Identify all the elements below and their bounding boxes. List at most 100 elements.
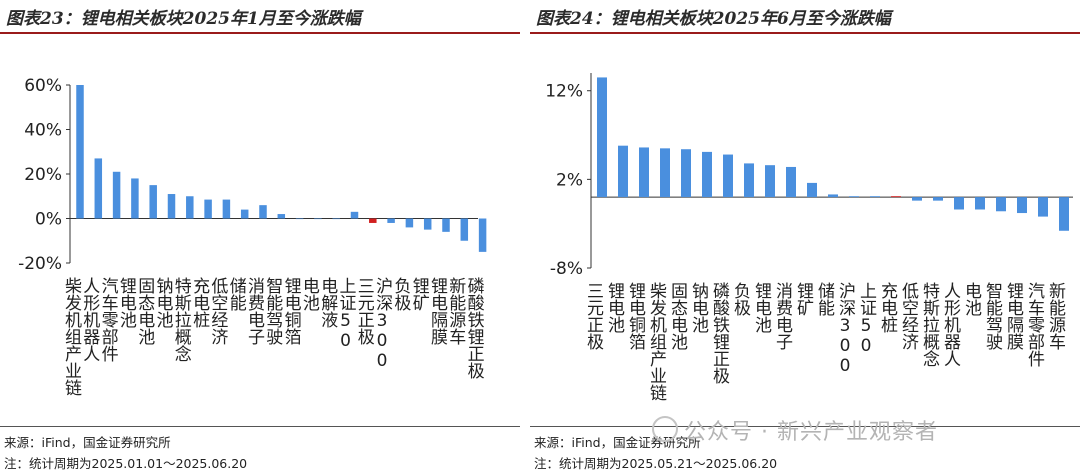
y-tick-label: 0% (35, 210, 62, 230)
category-label: 锂电池 (604, 282, 625, 333)
bar (702, 151, 712, 198)
left-source: 来源：iFind，国金证券研究所 (4, 435, 171, 450)
bar (442, 218, 450, 232)
bar (222, 199, 231, 219)
y-tick-label: 20% (24, 165, 62, 185)
left-note: 注：统计周期为2025.01.01～2025.06.20 (4, 456, 248, 471)
bar (639, 147, 649, 198)
y-tick-label: -20% (18, 254, 62, 274)
category-label: 锂电隔膜 (1003, 282, 1024, 351)
bar (597, 77, 607, 198)
bar (295, 218, 304, 220)
bar (1059, 197, 1069, 231)
bar (765, 165, 775, 198)
bar (870, 196, 880, 198)
category-label: 锂电铜箔 (281, 277, 302, 345)
bar (618, 145, 628, 198)
bar (405, 218, 414, 228)
bar (149, 185, 157, 219)
category-label: 电池 (299, 277, 320, 311)
y-tick-label: 60% (24, 76, 62, 96)
category-label: 上证50 (336, 277, 357, 351)
category-label: 磷酸铁锂正极 (464, 277, 485, 379)
y-tick-label: 2% (556, 170, 583, 190)
y-tick-label: 40% (24, 121, 62, 141)
bar (76, 85, 84, 219)
bar (131, 178, 139, 219)
watermark: 公众号 · 新兴产业观察者 (652, 414, 938, 446)
bar (186, 196, 194, 219)
category-label: 人形机器人 (940, 282, 961, 367)
category-label: 锂电池 (116, 277, 137, 328)
bar (240, 209, 249, 219)
left-footer-rule (0, 426, 520, 427)
category-label: 三元正极 (583, 282, 604, 350)
category-label: 智能驾驶 (982, 282, 1003, 351)
category-label: 储能 (814, 282, 835, 317)
bar (204, 199, 212, 219)
bar (478, 218, 487, 252)
category-label: 负极 (730, 282, 751, 316)
left-title: 图表23：锂电相关板块2025年1月至今涨跌幅 (6, 9, 361, 29)
category-label: 负极 (390, 277, 411, 311)
left-bar-chart: 60% 40% 20% 0% -20% 柴发机组产业链人形机器人汽车零部件锂电池固态电池钠… (18, 76, 487, 396)
category-label: 锂电隔膜 (427, 277, 448, 346)
bar (94, 158, 103, 219)
watermark-text: 公众号 · 新兴产业观察者 (684, 420, 938, 445)
bar (744, 163, 754, 198)
category-label: 充电桩 (189, 277, 210, 328)
bar (828, 194, 838, 198)
category-label: 汽车零部件 (1024, 282, 1045, 367)
category-label: 柴发机组产业链 (61, 277, 82, 396)
category-label: 沪深300 (372, 277, 393, 371)
category-label: 汽车零部件 (98, 277, 119, 362)
category-label: 锂电池 (751, 282, 772, 333)
bar (1017, 197, 1027, 214)
category-label: 电解液 (317, 277, 338, 328)
category-label: 上证50 (856, 282, 877, 356)
wechat-logo-icon (652, 416, 678, 442)
bar (933, 197, 943, 201)
category-label: 特斯拉概念 (919, 282, 940, 367)
bar (423, 218, 432, 230)
bar (167, 194, 176, 219)
bar (786, 166, 796, 198)
category-label: 储能 (226, 277, 247, 312)
category-label: 磷酸铁锂正极 (709, 282, 730, 384)
category-label: 新能源车 (1045, 282, 1066, 350)
right-note: 注：统计周期为2025.05.21～2025.06.20 (534, 456, 778, 471)
bar (660, 148, 670, 198)
bar (954, 197, 964, 210)
category-label: 新能源车 (445, 277, 466, 345)
category-label: 特斯拉概念 (171, 277, 192, 362)
bar (277, 214, 286, 219)
y-tick-label: -8% (550, 259, 583, 279)
bar (369, 218, 377, 223)
left-title-rule (0, 32, 520, 34)
bar (681, 149, 691, 198)
category-label: 钠电池 (688, 282, 709, 333)
category-label: 钠电池 (153, 277, 174, 328)
right-title: 图表24：锂电相关板块2025年6月至今涨跌幅 (536, 9, 891, 29)
bar (1038, 197, 1048, 217)
category-label: 锂矿 (793, 282, 814, 316)
category-label: 柴发机组产业链 (646, 282, 667, 401)
bar (849, 196, 859, 198)
bar (112, 171, 121, 219)
bar (975, 197, 985, 210)
bar (350, 211, 359, 219)
bar (891, 196, 901, 198)
bar (807, 182, 817, 198)
right-title-rule (530, 32, 1080, 34)
category-label: 电池 (961, 282, 982, 316)
y-tick-label: 12% (545, 82, 583, 102)
category-label: 锂电铜箔 (625, 282, 646, 350)
category-label: 三元正极 (354, 277, 375, 345)
bar (912, 197, 922, 201)
category-label: 低空经济 (898, 282, 919, 350)
category-label: 消费电子 (244, 277, 265, 345)
category-label: 智能驾驶 (262, 277, 283, 346)
bar (723, 154, 733, 198)
category-label: 固态电池 (134, 277, 155, 345)
category-label: 消费电子 (772, 282, 793, 350)
